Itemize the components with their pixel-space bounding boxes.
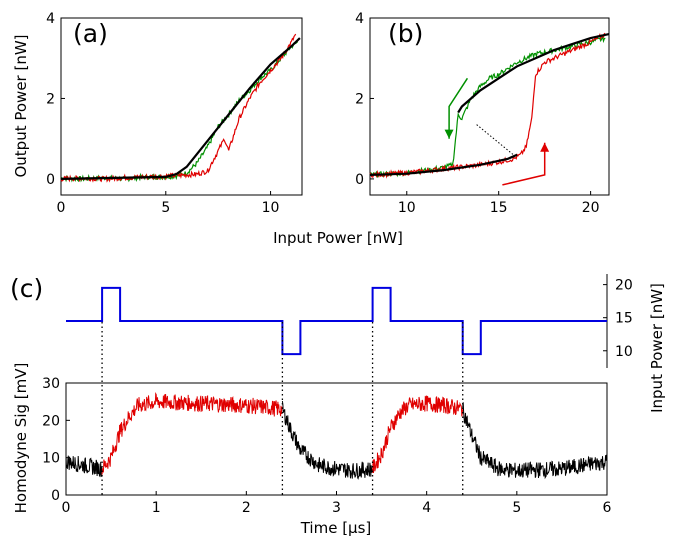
panel-b-dotted-transition — [476, 124, 514, 156]
panel-c-top-series-blue — [66, 286, 607, 356]
panel-c-xtick-label: 2 — [242, 500, 251, 516]
panel-b-label: (b) — [388, 19, 423, 48]
panel-a-frame — [60, 17, 303, 196]
panel-a-ytick-label: 2 — [46, 91, 55, 107]
panel-c-bottom-series-black-0 — [65, 455, 103, 478]
panel-c-bottom-series-black-2 — [281, 401, 374, 480]
panel-a-ytick-label: 4 — [46, 11, 55, 27]
panel-b-arrowhead-red — [540, 142, 550, 152]
panel-b-arrowhead-green — [444, 129, 454, 139]
panel-c-bottom: Homodyne Sig [mV] Time [μs] 0 1 2 3 4 5 6 0 10 20… — [12, 322, 612, 537]
panel-b-series-green-0 — [369, 34, 606, 178]
panel-b-xtick-label: 15 — [490, 200, 508, 216]
panel-c-xlabel: Time [μs] — [300, 519, 372, 537]
panel-b-ytick-label: 4 — [355, 11, 364, 27]
panel-c-bottom-ytick-label: 0 — [51, 488, 60, 504]
panel-c-xtick-label: 3 — [332, 500, 341, 516]
panel-c-top-ytick-label: 20 — [615, 278, 633, 294]
panel-b-arrow-green — [448, 77, 469, 139]
panel-c-top: Input Power [nW] 10 15 20 — [66, 274, 666, 413]
panel-c-xtick-label: 1 — [152, 500, 161, 516]
panel-b-series-black-3 — [457, 33, 610, 114]
panel-c-bottom-ytick-label: 10 — [42, 451, 60, 467]
panel-c-top-ytick-label: 10 — [615, 344, 633, 360]
panel-a-xtick-label: 5 — [161, 200, 170, 216]
panel-c-bottom-ylabel: Homodyne Sig [mV] — [12, 363, 30, 514]
panel-a-ytick-label: 0 — [46, 172, 55, 188]
panel-c-bottom-series-red-1 — [101, 392, 283, 475]
panel-c-xtick-label: 5 — [512, 500, 521, 516]
panel-b-frame — [369, 17, 610, 196]
panel-b-series-red-1 — [369, 32, 606, 179]
panel-b-xtick-label: 10 — [398, 200, 416, 216]
panel-c-bottom-series-black-4 — [462, 402, 608, 480]
panel-b-ytick-label: 2 — [355, 91, 364, 107]
panel-a-xtick-label: 0 — [57, 200, 66, 216]
panel-a-label: (a) — [73, 19, 108, 48]
panel-c-xtick-label: 4 — [422, 500, 431, 516]
panel-c-xtick-label: 6 — [603, 500, 612, 516]
panel-a-series-black-2 — [60, 37, 301, 180]
panel-c-bottom-ytick-label: 30 — [42, 376, 60, 392]
panel-c-bottom-series-red-3 — [372, 395, 464, 474]
panel-c-bottom-ytick-label: 20 — [42, 413, 60, 429]
panel-c-top-ylabel: Input Power [nW] — [648, 283, 666, 413]
panel-a-series-red-1 — [60, 33, 297, 183]
panel-c-xtick-label: 0 — [62, 500, 71, 516]
shared-xlabel: Input Power [nW] — [273, 229, 403, 247]
panel-b-series-black-2 — [369, 153, 518, 176]
panel-a-ylabel: Output Power [nW] — [12, 34, 30, 177]
panel-b-arrow-red — [502, 142, 546, 186]
panel-c-top-ytick-label: 15 — [615, 311, 633, 327]
panel-b-ytick-label: 0 — [355, 172, 364, 188]
panel-c-label: (c) — [10, 274, 43, 303]
panel-b-xtick-label: 20 — [582, 200, 600, 216]
panel-a: (a) Output Power [nW] 0 5 10 0 2 4 — [12, 11, 303, 216]
panel-a-xtick-label: 10 — [262, 200, 280, 216]
panel-a-series-green-0 — [60, 41, 298, 183]
panel-b: (b) 10 15 20 0 2 4 — [355, 11, 610, 216]
